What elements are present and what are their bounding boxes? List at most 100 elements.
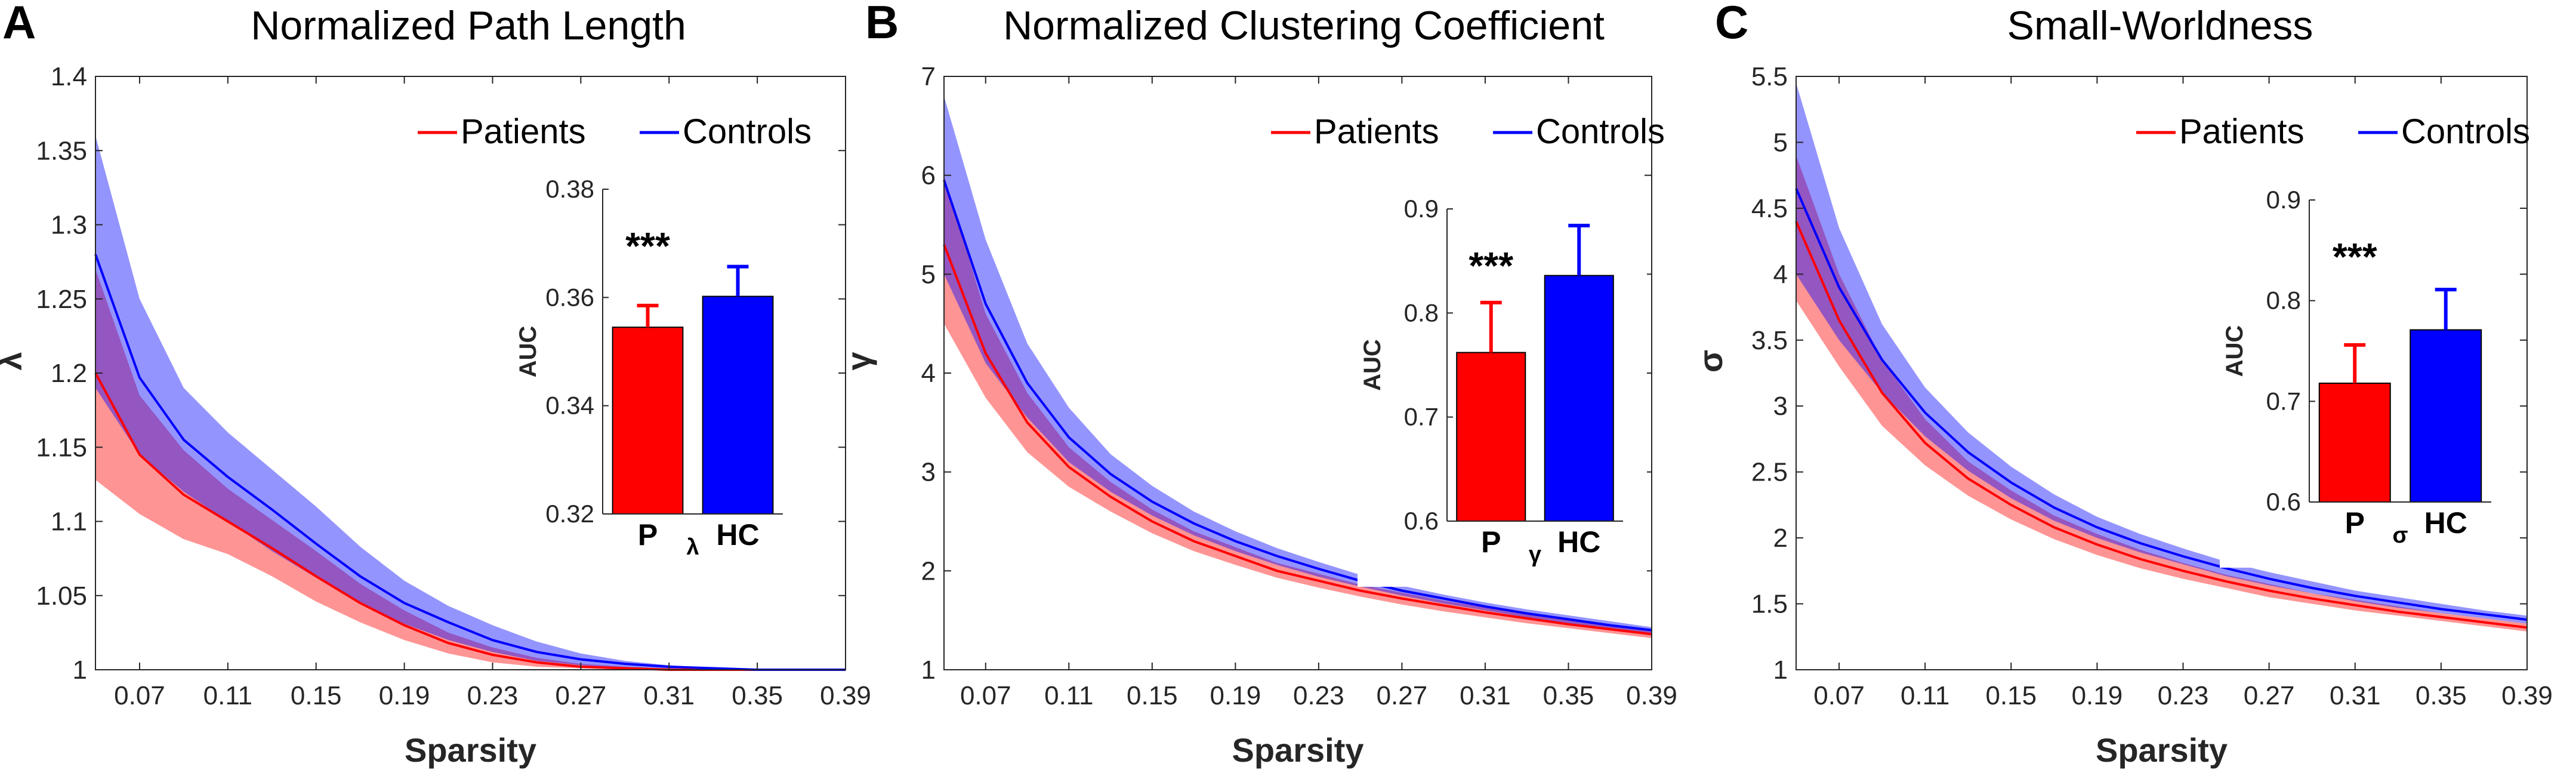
x-tick-label: 0.15 [1127,681,1178,710]
inset-y-axis-label: AUC [1359,339,1386,391]
y-tick-label: 5 [921,260,936,289]
y-tick-label: 2 [921,556,936,586]
x-tick-label: 0.39 [820,681,871,710]
panel-b: B Normalized Clustering Coefficient 0.07 0.… [840,0,1677,769]
legend-label-patients: Patients [1314,112,1439,151]
x-tick-label: 0.27 [2244,681,2295,710]
plot-area [1796,76,2528,670]
y-tick-label: 1.2 [51,359,87,388]
inset-y-tick-label: 0.7 [1404,403,1439,431]
x-tick-label: 0.31 [2330,681,2381,710]
inset-category-label: HC [1557,525,1600,559]
x-tick-label: 0.11 [203,681,252,710]
y-tick-label: 1.5 [1751,590,1788,619]
x-tick-label: 0.23 [2158,681,2209,710]
inset-bar-chart: P HC 0.32 0.34 0.36 0.38 AUC λ *** [513,165,807,580]
y-tick-label: 1 [921,655,936,685]
x-tick-label: 0.35 [732,681,783,710]
x-tick-label: 0.07 [1813,681,1865,710]
y-tick-label: 3.5 [1751,326,1788,355]
band-patients [95,269,846,670]
inset-bar-hc [2410,329,2482,503]
band-controls [95,136,846,670]
panel-letter: C [1715,0,1748,48]
x-tick-label: 0.23 [1293,681,1344,710]
inset-y-tick-label: 0.34 [545,392,594,420]
legend: Patients Controls [1271,112,1665,151]
y-tick-label: 6 [921,161,936,190]
inset-y-tick-label: 0.7 [2266,387,2301,415]
inset-bar-p [2318,382,2391,503]
x-tick-label: 0.39 [1626,681,1677,710]
inset-bar-chart: P HC 0.6 0.7 0.8 0.9 AUC σ *** [2220,176,2515,568]
inset-bar-hc [702,295,774,515]
x-tick-label: 0.15 [291,681,342,710]
y-tick-label: 1.15 [36,433,87,462]
inset-y-tick-label: 0.6 [1404,507,1439,535]
x-tick-label: 0.31 [1460,681,1511,710]
inset-y-tick-label: 0.36 [545,283,594,311]
y-tick-label: 3 [921,458,936,487]
panel-letter: B [865,0,899,48]
line-patients [943,244,1652,636]
y-tick-label: 4.5 [1751,194,1788,223]
x-tick-label: 0.35 [2415,681,2467,710]
legend-label-controls: Controls [1536,112,1665,151]
x-tick-label: 0.27 [556,681,607,710]
y-tick-label: 4 [1773,260,1788,289]
y-tick-label: 3 [1773,392,1788,421]
line-controls [94,254,846,671]
y-tick-label: 2.5 [1751,458,1788,487]
y-tick-label: 1.05 [36,581,87,611]
inset-category-label: P [638,518,658,552]
y-tick-label: 1 [1773,655,1788,685]
inset-bar-chart: P HC 0.6 0.7 0.8 0.9 AUC γ *** [1358,185,1647,587]
inset-category-label: HC [2424,506,2467,540]
line-controls [1795,188,2528,621]
y-tick-label: 4 [921,359,936,388]
inset-y-tick-label: 0.8 [1404,298,1439,327]
x-tick-label: 0.19 [1210,681,1261,710]
x-tick-label: 0.11 [1901,681,1949,710]
y-axis-label: λ [0,352,29,370]
inset-y-tick-label: 0.8 [2266,287,2301,315]
chart-title: Normalized Clustering Coefficient [1003,3,1605,48]
inset-y-tick-label: 0.9 [2266,186,2301,214]
y-axis-label: γ [840,352,877,370]
inset-x-axis-label: σ [2393,523,2408,548]
y-tick-label: 5.5 [1751,62,1788,91]
inset-x-axis-label: γ [1529,542,1541,567]
x-tick-label: 0.07 [114,681,165,710]
y-tick-label: 1.35 [36,136,87,165]
y-tick-label: 7 [921,62,936,91]
x-tick-label: 0.07 [960,681,1011,710]
legend-label-controls: Controls [2401,112,2530,151]
panel-c: C Small-Worldness 0.07 0.11 0.15 0.19 0.23 0.27… [1692,0,2553,769]
inset-y-axis-label: AUC [515,326,541,378]
y-tick-label: 1.3 [51,211,87,240]
inset-bar-hc [1544,275,1614,522]
inset-y-axis-label: AUC [2222,325,2248,377]
x-tick-label: 0.31 [643,681,695,710]
inset-category-label: HC [716,518,759,552]
y-tick-label: 1.4 [51,62,87,91]
chart-title: Small-Worldness [2007,3,2313,48]
x-tick-label: 0.23 [467,681,519,710]
x-tick-label: 0.11 [1044,681,1093,710]
x-tick-label: 0.19 [2072,681,2123,710]
panel-letter: A [2,0,36,48]
inset-y-tick-label: 0.38 [545,175,594,203]
legend: Patients Controls [2136,112,2530,151]
panel-a: A Normalized Path Length 0.07 0.11 0.15 0.19 0… [0,0,871,769]
line-patients [1795,221,2528,629]
inset-y-tick-label: 0.6 [2266,488,2301,516]
y-axis-label: σ [1692,350,1729,372]
inset-y-tick-label: 0.32 [545,500,594,528]
legend-label-controls: Controls [683,112,812,151]
legend: Patients Controls [418,112,812,151]
x-tick-label: 0.39 [2501,681,2553,710]
inset-bar-p [1456,352,1526,522]
x-tick-label: 0.15 [1985,681,2037,710]
x-tick-label: 0.27 [1377,681,1428,710]
line-controls [943,180,1652,632]
